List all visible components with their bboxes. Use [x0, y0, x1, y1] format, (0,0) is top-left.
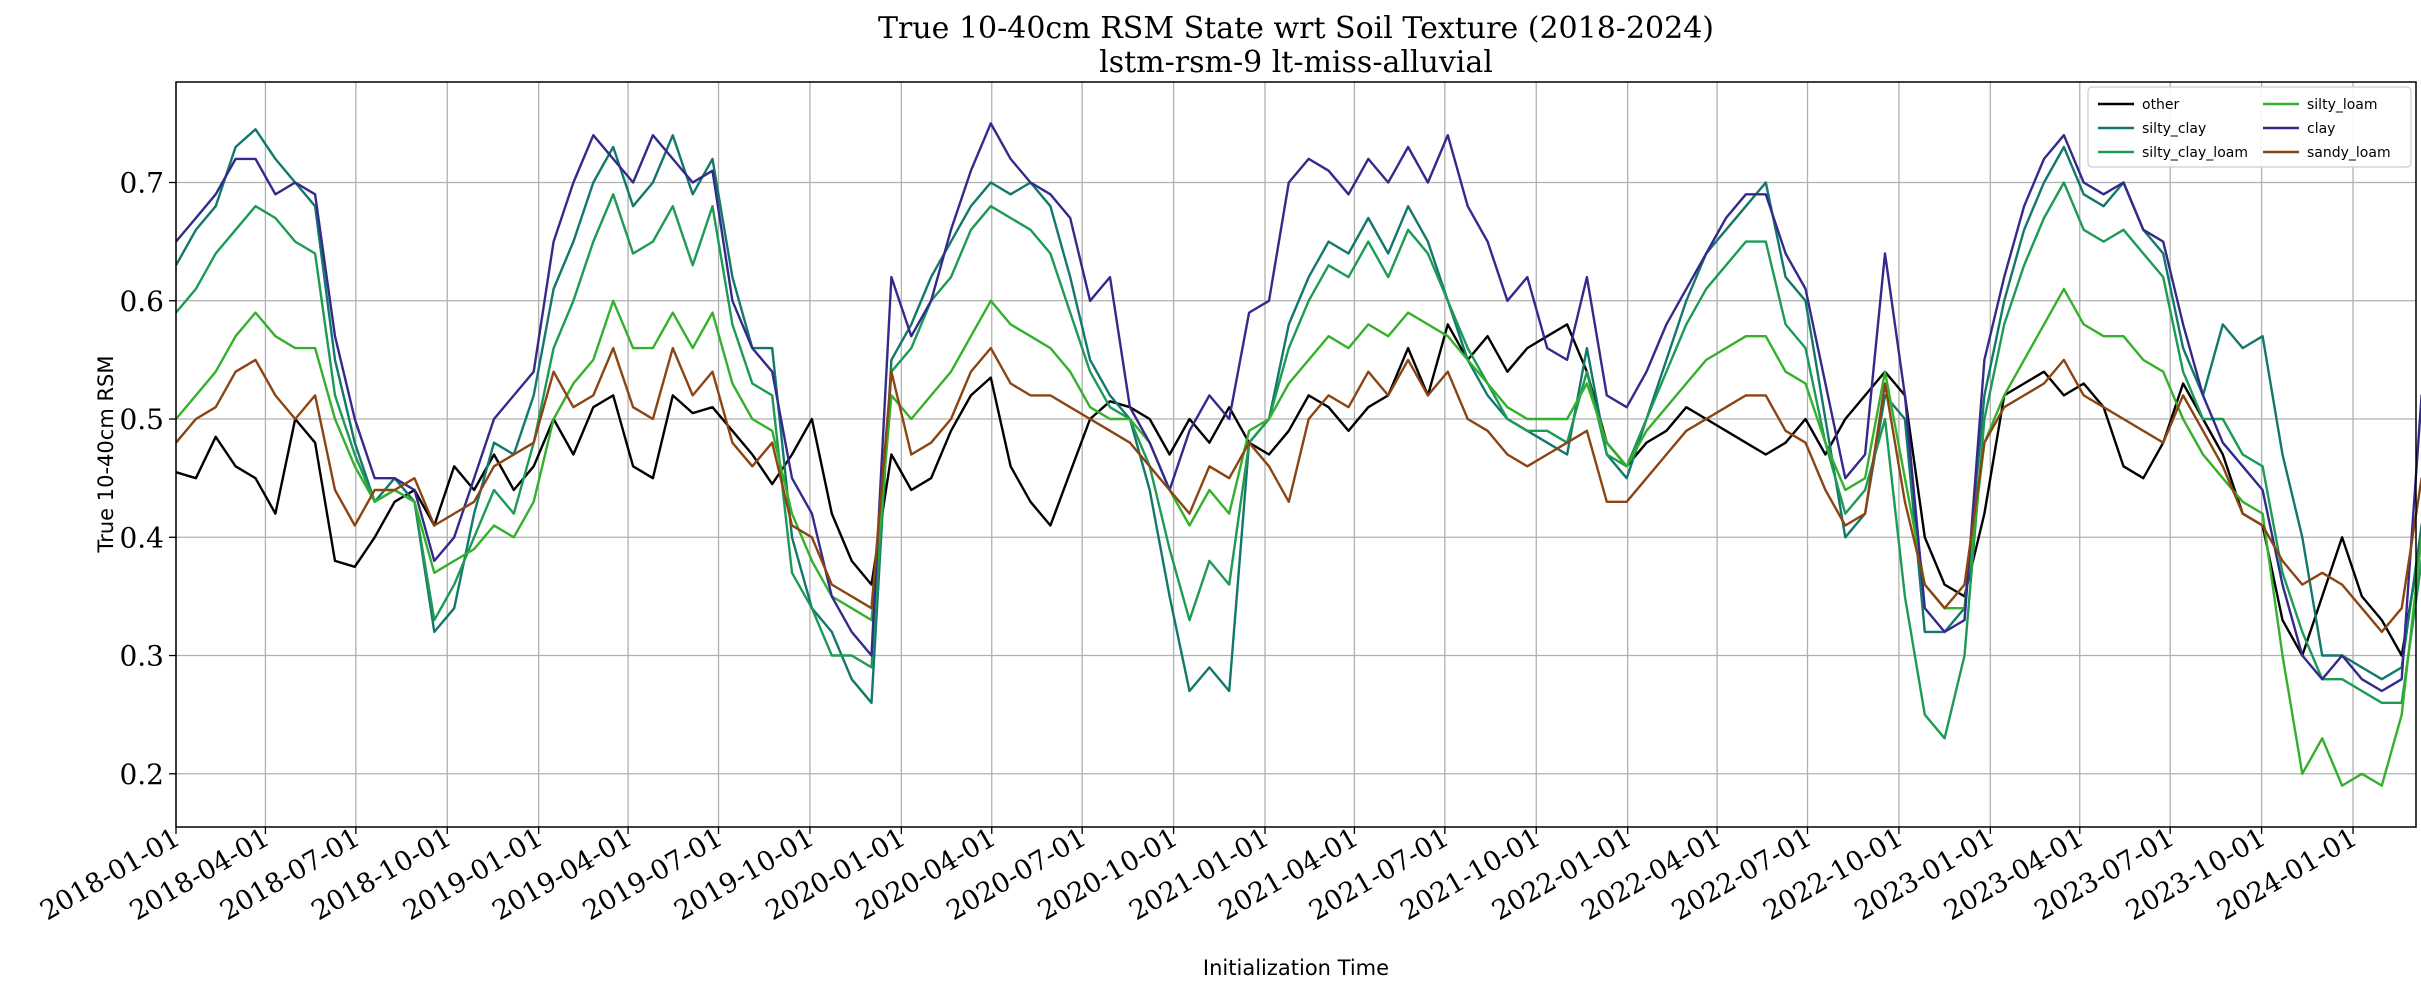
legend-label: sandy_loam — [2307, 145, 2391, 161]
y-tick-label: 0.2 — [119, 758, 164, 791]
legend-label: silty_clay_loam — [2142, 145, 2248, 161]
legend-label: silty_clay — [2142, 121, 2206, 137]
series-line-silty-clay — [174, 128, 2421, 704]
series-line-clay — [175, 122, 2421, 693]
y-axis-label: True 10-40cm RSM — [94, 355, 118, 553]
y-tick-label: 0.7 — [119, 167, 164, 200]
y-tick-label: 0.3 — [119, 640, 164, 673]
legend: other silty_clay silty_clay_loam silty_loam… — [2087, 86, 2412, 168]
series-line-sandy-loam — [175, 346, 2421, 634]
legend-box — [2087, 86, 2412, 168]
legend-label: silty_loam — [2307, 97, 2378, 113]
series-line-silty-loam — [175, 287, 2421, 787]
y-tick-label: 0.6 — [119, 285, 164, 318]
series-lines — [174, 122, 2421, 787]
legend-label: clay — [2307, 121, 2335, 137]
chart-title: True 10-40cm RSM State wrt Soil Texture … — [878, 11, 1714, 46]
legend-label: other — [2142, 97, 2180, 113]
chart-subtitle: lstm-rsm-9 lt-miss-alluvial — [1099, 45, 1493, 80]
x-axis-label: Initialization Time — [1203, 956, 1389, 980]
y-tick-label: 0.5 — [119, 403, 164, 436]
y-tick-label: 0.4 — [119, 521, 164, 554]
plot-frame — [175, 81, 2417, 828]
series-line-silty-clay-loam — [175, 181, 2421, 740]
